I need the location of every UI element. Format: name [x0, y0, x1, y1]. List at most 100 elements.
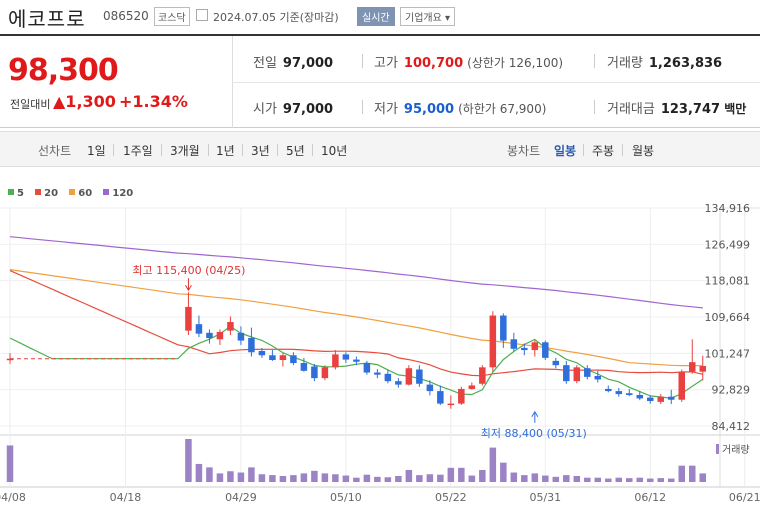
- candle-body: [647, 397, 654, 402]
- period-daily[interactable]: 일봉: [554, 144, 577, 158]
- period-10y[interactable]: 10년: [321, 144, 348, 158]
- high-annotation: 최고 115,400 (04/25): [132, 264, 245, 277]
- x-tick-label: 04/18: [110, 491, 142, 504]
- candle-body: [353, 359, 360, 362]
- candle-body: [584, 368, 591, 377]
- candle-body: [573, 367, 581, 382]
- low-price: 저가 95,000 (하한가 67,900): [374, 98, 546, 117]
- volume-bar: [426, 474, 434, 482]
- quote-panel: 98,300 전일대비 ▲1,300 +1.34% 전일 97,000 고가 100…: [0, 36, 760, 128]
- open-price: 시가 97,000: [253, 98, 333, 117]
- change-label: 전일대비: [10, 98, 51, 111]
- legend-ma20: 20: [35, 188, 58, 199]
- divider: [242, 144, 243, 156]
- volume-bar: [447, 467, 455, 482]
- candle-body: [657, 396, 665, 402]
- period-1y[interactable]: 1년: [216, 144, 235, 158]
- y-tick-label: 92,829: [712, 384, 751, 397]
- divider: [583, 144, 584, 156]
- volume: 거래량 1,263,836: [607, 52, 722, 71]
- legend-ma60: 60: [69, 188, 92, 199]
- period-monthly[interactable]: 월봉: [632, 144, 655, 158]
- divider: [594, 54, 595, 68]
- volume-bar: [311, 470, 318, 482]
- divider: [362, 54, 363, 68]
- current-price: 98,300: [8, 53, 119, 88]
- volume-bar: [468, 475, 476, 482]
- y-tick-label: 118,081: [705, 275, 751, 288]
- x-tick-label: 05/22: [435, 491, 467, 504]
- volume-bar: [668, 478, 675, 482]
- volume-bar: [437, 474, 444, 482]
- volume-bar: [405, 469, 413, 482]
- volume-bar: [594, 477, 602, 482]
- candle-body: [615, 391, 623, 395]
- candle-body: [500, 315, 507, 341]
- x-tick-label: 04/29: [225, 491, 257, 504]
- candle-chart-label: 봉차트: [507, 144, 541, 158]
- company-overview-dropdown[interactable]: 기업개요 ▾: [400, 7, 455, 26]
- volume-bar: [458, 467, 465, 482]
- volume-bar: [479, 469, 486, 482]
- stock-header: 에코프로 086520 코스닥 2024.07.05 기준(장마감) 실시간 기…: [0, 0, 760, 36]
- candle-body: [185, 306, 192, 331]
- volume-bar: [636, 477, 644, 482]
- candle-body: [458, 388, 465, 404]
- calendar-icon: [196, 9, 208, 21]
- candle-body: [594, 375, 602, 380]
- volume-bar: [342, 475, 350, 482]
- candle-body: [447, 403, 455, 406]
- volume-bar: [552, 476, 560, 482]
- candle-body: [395, 381, 402, 385]
- prev-close: 전일 97,000: [253, 52, 333, 71]
- candle-body: [699, 366, 707, 372]
- x-tick-label: 04/08: [0, 491, 26, 504]
- volume-bar: [689, 465, 696, 482]
- volume-bar: [510, 472, 518, 482]
- divider: [277, 144, 278, 156]
- candle-body: [542, 342, 549, 358]
- line-chart-label: 선차트: [38, 144, 72, 158]
- low-annotation: 최저 88,400 (05/31): [481, 427, 587, 440]
- volume-bar: [657, 478, 665, 482]
- volume-bar: [258, 474, 266, 482]
- volume-bar: [6, 445, 14, 482]
- change-value: ▲1,300: [53, 92, 116, 111]
- candle-body: [531, 342, 539, 351]
- candle-body: [426, 384, 434, 392]
- volume-value: 1,263,836: [648, 56, 723, 71]
- candlestick-chart[interactable]: 04/08 04/18 04/29 05/10 05/22 05/31 06/12 06/21…: [0, 195, 760, 510]
- ma-legend: 5 20 60 120: [8, 188, 141, 199]
- candle-body: [668, 396, 675, 400]
- period-1d[interactable]: 1일: [87, 144, 106, 158]
- period-1w[interactable]: 1주일: [123, 144, 153, 158]
- period-3m[interactable]: 3개월: [170, 144, 200, 158]
- candle-body: [678, 371, 686, 400]
- high-value: 100,700: [403, 56, 464, 71]
- realtime-button[interactable]: 실시간: [357, 7, 395, 26]
- volume-bar: [269, 475, 276, 482]
- candle-body: [636, 394, 644, 399]
- candle-body: [510, 339, 518, 349]
- volume-bar: [374, 476, 381, 482]
- divider: [622, 144, 623, 156]
- candle-body: [563, 365, 570, 382]
- divider: [208, 144, 209, 156]
- open-value: 97,000: [282, 102, 334, 117]
- x-tick-label: 06/12: [634, 491, 666, 504]
- candle-body: [321, 367, 329, 379]
- amount-unit: 백만: [724, 102, 747, 116]
- volume-bar: [300, 473, 308, 482]
- low-label: 저가: [374, 102, 398, 117]
- prev-close-value: 97,000: [282, 56, 334, 71]
- volume-bar: [290, 475, 297, 482]
- candle-body: [689, 362, 696, 372]
- x-tick-label: 06/21: [729, 491, 760, 504]
- divider: [312, 144, 313, 156]
- period-5y[interactable]: 5년: [286, 144, 305, 158]
- volume-legend-swatch: [716, 444, 719, 454]
- volume-bar: [699, 473, 707, 482]
- candle-body: [468, 385, 476, 389]
- period-weekly[interactable]: 주봉: [592, 144, 615, 158]
- period-3y[interactable]: 3년: [251, 144, 270, 158]
